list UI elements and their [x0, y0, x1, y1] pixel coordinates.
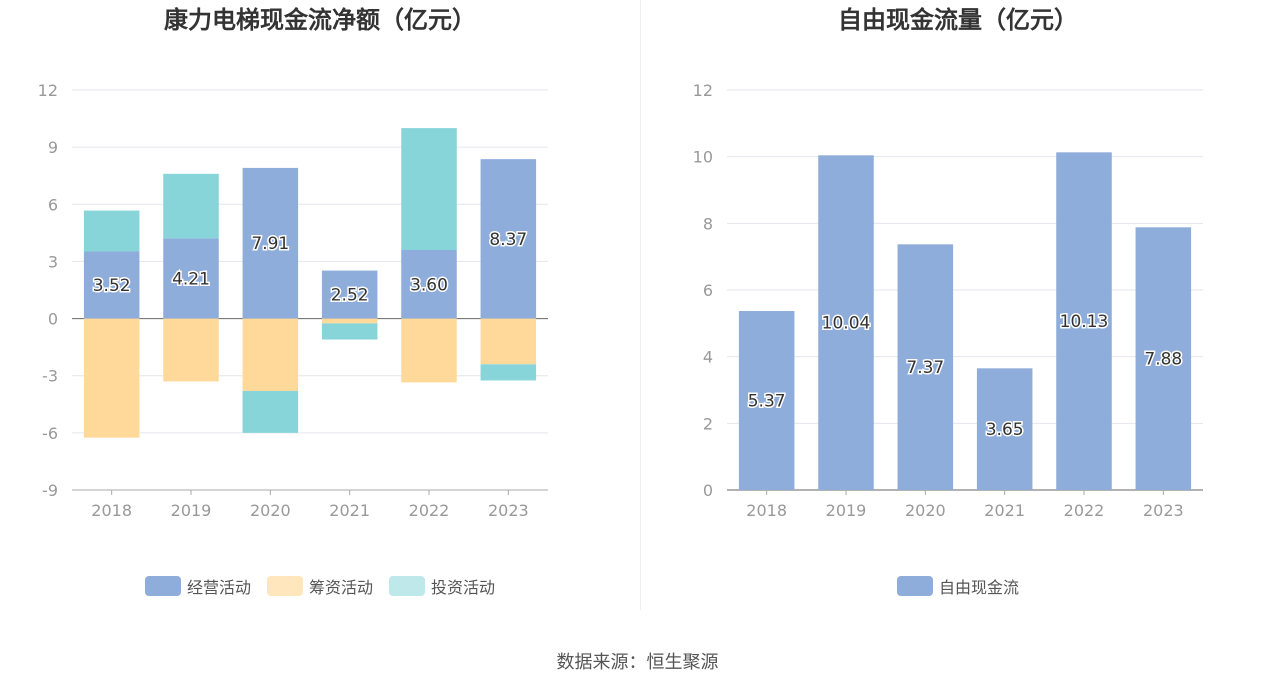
- data-label: 7.88: [1144, 350, 1182, 370]
- x-tick-label: 2022: [409, 501, 450, 520]
- data-label: 8.37: [489, 230, 527, 250]
- data-label: 7.91: [251, 234, 289, 254]
- bar: [83, 318, 140, 438]
- bar: [401, 128, 457, 250]
- bar: [401, 250, 457, 319]
- y-tick-label: -9: [42, 481, 58, 500]
- chart-title: 自由现金流量（亿元）: [838, 6, 1078, 34]
- y-tick-label: 4: [703, 348, 713, 367]
- legend-item-investing[interactable]: 投资活动: [389, 574, 495, 598]
- bar: [480, 364, 537, 381]
- y-tick-label: 6: [703, 281, 713, 300]
- bar: [1056, 152, 1112, 491]
- x-tick-label: 2019: [171, 501, 212, 520]
- bar: [321, 270, 378, 319]
- data-label: 10.04: [822, 314, 871, 334]
- bar: [321, 318, 378, 324]
- legend-label: 自由现金流: [938, 578, 1019, 597]
- y-tick-label: -3: [42, 367, 58, 386]
- x-tick-label: 2021: [984, 501, 1025, 520]
- y-tick-label: 0: [703, 481, 713, 500]
- legend: 经营活动 筹资活动 投资活动: [0, 574, 640, 598]
- legend-label: 经营活动: [186, 578, 251, 597]
- data-label: 5.37: [748, 392, 786, 412]
- legend-label: 投资活动: [431, 578, 496, 597]
- x-tick-label: 2021: [329, 501, 370, 520]
- data-label: 7.37: [906, 358, 944, 378]
- x-tick-label: 2023: [488, 501, 529, 520]
- bar: [401, 318, 457, 383]
- data-label: 4.21: [172, 269, 210, 289]
- legend-item-financing[interactable]: 筹资活动: [266, 574, 373, 598]
- legend-swatch: [266, 576, 303, 596]
- chart-title: 康力电梯现金流净额（亿元）: [164, 6, 476, 34]
- bar: [480, 159, 537, 319]
- y-tick-label: 3: [48, 252, 58, 271]
- cash-flow-chart: 12 9 6 3 0 -3 -6 -9 2018 2019 2020 2021 2022 2023 3.52…: [38, 81, 548, 520]
- legend-item-operating[interactable]: 经营活动: [144, 574, 251, 598]
- bar: [976, 368, 1033, 490]
- legend: 自由现金流: [641, 574, 1275, 598]
- bar: [163, 238, 219, 319]
- x-tick-label: 2020: [250, 501, 291, 520]
- bar: [242, 390, 299, 433]
- data-label: 2.52: [331, 286, 369, 306]
- x-tick-label: 2020: [905, 501, 946, 520]
- data-label: 3.60: [410, 275, 448, 295]
- bar: [242, 318, 299, 391]
- panel-divider: [640, 0, 641, 610]
- y-tick-label: 8: [703, 214, 713, 233]
- bar: [480, 318, 537, 365]
- data-source-note: 数据来源：恒生聚源: [556, 652, 719, 673]
- bar: [897, 244, 954, 490]
- legend-label: 筹资活动: [308, 578, 373, 597]
- bar: [163, 318, 219, 382]
- bar: [1135, 227, 1192, 491]
- x-tick-label: 2018: [91, 501, 132, 520]
- x-tick-label: 2019: [826, 501, 867, 520]
- legend-swatch: [896, 576, 933, 596]
- x-tick-label: 2022: [1064, 501, 1105, 520]
- data-label: 3.65: [986, 420, 1024, 440]
- cash-flow-chart-panel: 康力电梯现金流净额（亿元） 12 9 6 3 0 -3 -6 -9 2018 2019 2020 20…: [0, 0, 640, 610]
- bar: [163, 173, 219, 239]
- y-tick-label: 2: [703, 414, 713, 433]
- y-tick-label: 6: [48, 195, 58, 214]
- bar: [321, 323, 378, 340]
- y-tick-label: 12: [693, 81, 713, 100]
- bar: [83, 251, 140, 319]
- free-cash-flow-chart-panel: 自由现金流量（亿元） 12 10 8 6 4 2 0 2018 2019 2020 2021 2022…: [641, 0, 1275, 610]
- bar: [818, 155, 874, 491]
- legend-swatch: [144, 576, 181, 596]
- data-label: 3.52: [93, 276, 131, 296]
- y-tick-label: 9: [48, 138, 58, 157]
- data-label: 10.13: [1060, 312, 1109, 332]
- y-tick-label: 0: [48, 310, 58, 329]
- legend-swatch: [389, 576, 425, 596]
- y-tick-label: -6: [42, 424, 58, 443]
- x-tick-label: 2018: [746, 501, 787, 520]
- y-tick-label: 12: [38, 81, 58, 100]
- bar: [738, 311, 795, 490]
- legend-item-free-cash-flow[interactable]: 自由现金流: [896, 574, 1019, 598]
- bar: [83, 210, 140, 252]
- free-cash-flow-chart: 12 10 8 6 4 2 0 2018 2019 2020 2021 2022 2023 5.37 10.…: [693, 81, 1203, 520]
- y-tick-label: 10: [693, 148, 713, 167]
- x-tick-label: 2023: [1143, 501, 1184, 520]
- bar: [242, 167, 299, 319]
